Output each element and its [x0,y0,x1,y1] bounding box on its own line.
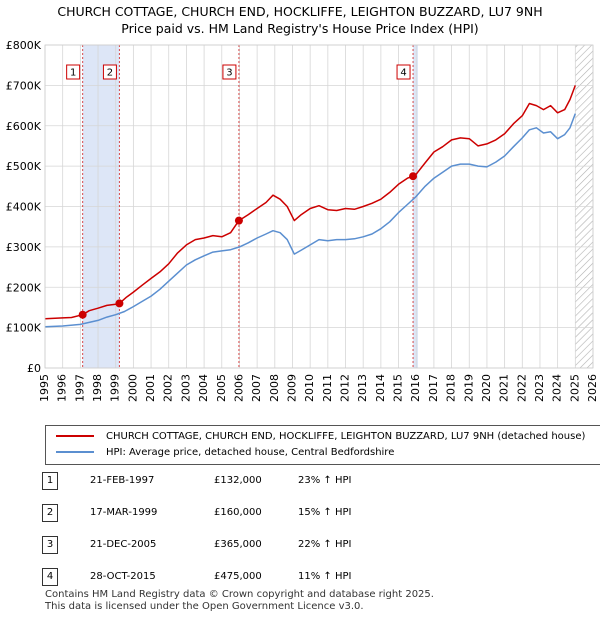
sale-point [115,299,124,308]
x-tick-label: 1997 [73,374,86,402]
x-tick-label: 2022 [515,374,528,402]
sale-date: 21-FEB-1997 [90,475,155,486]
footer: Contains HM Land Registry data © Crown c… [45,589,434,612]
y-tick-label: £700K [6,79,42,92]
x-tick-label: 2018 [445,374,458,402]
sale-number-badge: 3 [42,536,58,554]
x-tick-label: 2009 [285,374,298,402]
sale-marker-box [396,64,411,80]
sale-marker-box [102,64,117,80]
x-tick-label: 2004 [197,374,210,402]
x-tick-label: 2001 [144,374,157,402]
x-tick-label: 2017 [427,374,440,402]
chart-subtitle: Price paid vs. HM Land Registry's House … [121,21,479,36]
y-tick-label: £500K [6,160,42,173]
plot-border [44,44,594,369]
x-tick-label: 2010 [303,374,316,402]
footer-copyright: Contains HM Land Registry data © Crown c… [45,589,434,600]
x-tick-label: 2021 [498,374,511,402]
legend: CHURCH COTTAGE, CHURCH END, HOCKLIFFE, L… [45,425,600,465]
chart-title: CHURCH COTTAGE, CHURCH END, HOCKLIFFE, L… [57,4,543,19]
sale-price: £365,000 [214,539,262,550]
legend-swatch-hpi [56,451,94,453]
sale-row: 1 21-FEB-1997 £132,000 23% ↑ HPI [42,472,402,490]
x-tick-label: 2020 [480,374,493,402]
sale-hpi-delta: 11% ↑ HPI [298,571,352,582]
sale-number-badge: 4 [42,568,58,586]
x-tick-label: 2003 [179,374,192,402]
x-tick-label: 2012 [339,374,352,402]
x-tick-label: 2005 [215,374,228,402]
x-tick-label: 2006 [232,374,245,402]
y-tick-label: £600K [6,120,42,133]
sale-date: 21-DEC-2005 [90,539,157,550]
legend-item-property: CHURCH COTTAGE, CHURCH END, HOCKLIFFE, L… [56,429,585,445]
sale-date: 28-OCT-2015 [90,571,156,582]
hpi-line [44,113,577,328]
price-chart: 1 2 3 4 £0 £100K £200K £300K £400K £500K £600K £70… [6,39,599,402]
sale-price: £160,000 [214,507,262,518]
x-tick-label: 2013 [356,374,369,402]
sale-price: £475,000 [214,571,262,582]
y-tick-label: £100K [6,322,42,335]
x-tick-label: 2000 [126,374,139,402]
sale-hpi-delta: 23% ↑ HPI [298,475,352,486]
x-tick-label: 2011 [321,374,334,402]
sale-row: 2 17-MAR-1999 £160,000 15% ↑ HPI [42,504,402,522]
property-price-line [44,85,577,320]
sale-number-badge: 1 [42,472,58,490]
y-tick-label: £0 [27,362,41,375]
x-tick-label: 1999 [109,374,122,402]
sale-marker-label: 4 [400,68,406,79]
legend-label-property: CHURCH COTTAGE, CHURCH END, HOCKLIFFE, L… [106,431,586,442]
chart-title-block: CHURCH COTTAGE, CHURCH END, HOCKLIFFE, L… [0,3,600,37]
sale-marker-box [66,64,81,80]
x-tick-label: 2023 [533,374,546,402]
sale-row: 4 28-OCT-2015 £475,000 11% ↑ HPI [42,568,402,586]
x-tick-label: 2016 [409,374,422,402]
sale-point [78,310,87,319]
x-tick-label: 2008 [268,374,281,402]
sale-price: £132,000 [214,475,262,486]
x-tick-label: 1996 [56,374,69,402]
y-tick-label: £400K [6,201,42,214]
legend-swatch-property [56,435,94,437]
legend-item-hpi: HPI: Average price, detached house, Cent… [56,445,394,461]
sale-point [409,172,418,181]
sale-number-badge: 2 [42,504,58,522]
y-tick-label: £800K [6,39,42,52]
sale-hpi-delta: 15% ↑ HPI [298,507,352,518]
sale-marker-box [222,64,237,80]
x-tick-label: 2007 [250,374,263,402]
x-tick-label: 2015 [392,374,405,402]
sale-marker-label: 3 [226,68,232,79]
x-tick-label: 2024 [551,374,564,402]
sale-point [234,216,243,225]
x-tick-label: 1995 [38,374,51,402]
x-tick-label: 2019 [462,374,475,402]
footer-licence: This data is licensed under the Open Gov… [45,600,364,612]
sale-marker-label: 1 [70,68,76,79]
legend-label-hpi: HPI: Average price, detached house, Cent… [106,447,395,458]
x-tick-label: 1998 [91,374,104,402]
x-tick-label: 2025 [568,374,581,402]
sale-hpi-delta: 22% ↑ HPI [298,539,352,550]
x-tick-label: 2014 [374,374,387,402]
x-tick-label: 2002 [162,374,175,402]
y-tick-label: £200K [6,281,42,294]
y-tick-label: £300K [6,241,42,254]
x-tick-label: 2026 [586,374,599,402]
sale-date: 17-MAR-1999 [90,507,158,518]
sale-marker-label: 2 [107,68,113,79]
sale-row: 3 21-DEC-2005 £365,000 22% ↑ HPI [42,536,402,554]
